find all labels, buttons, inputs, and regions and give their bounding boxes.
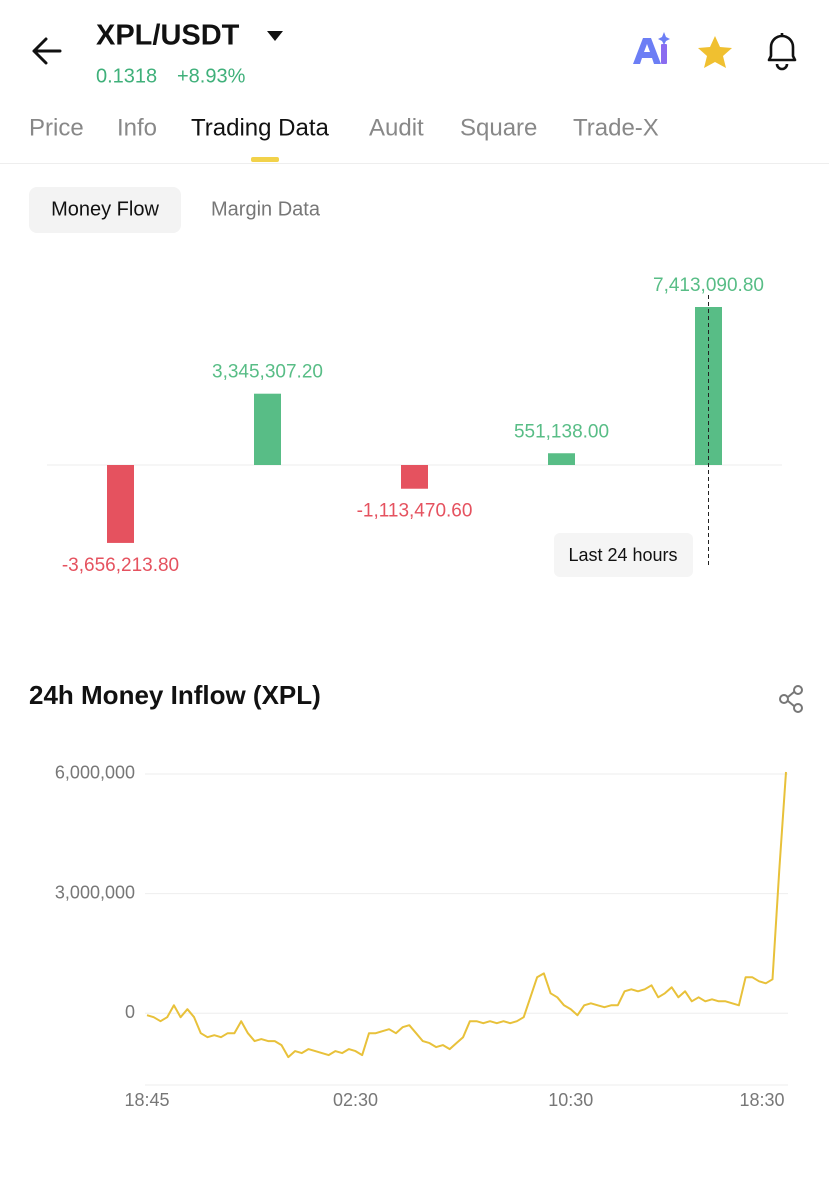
chart-title: 24h Money Inflow (XPL) bbox=[29, 680, 321, 710]
share-node bbox=[779, 694, 789, 704]
tab[interactable]: Audit bbox=[369, 114, 424, 141]
tooltip-box bbox=[554, 533, 693, 577]
ai-icon-a bbox=[633, 38, 661, 64]
bar-value-label: -3,656,213.80 bbox=[62, 555, 179, 576]
x-tick-label: 02:30 bbox=[333, 1090, 378, 1110]
price-change: +8.93% bbox=[177, 65, 246, 87]
tab[interactable]: Trade-X bbox=[573, 114, 659, 141]
subtab-active[interactable]: Money Flow bbox=[51, 198, 159, 220]
ai-icon-i bbox=[661, 44, 667, 64]
bar-value-label: 3,345,307.20 bbox=[212, 362, 323, 383]
tooltip-text: Last 24 hours bbox=[568, 545, 677, 565]
x-tick-label: 10:30 bbox=[548, 1090, 593, 1110]
line-series bbox=[146, 771, 787, 1059]
share-node bbox=[793, 703, 803, 713]
subtab-pill bbox=[29, 187, 181, 233]
tab-active[interactable]: Trading Data bbox=[191, 114, 330, 141]
pair-title[interactable]: XPL/USDT bbox=[96, 20, 240, 52]
subtab[interactable]: Margin Data bbox=[211, 198, 321, 220]
share-button[interactable] bbox=[779, 685, 803, 713]
price: 0.1318 bbox=[96, 65, 157, 87]
x-tick-label: 18:30 bbox=[739, 1090, 784, 1110]
bar bbox=[401, 465, 428, 489]
ai-sparkle bbox=[658, 32, 670, 45]
x-tick-label: 18:45 bbox=[124, 1090, 169, 1110]
bar-value-label: 551,138.00 bbox=[514, 421, 609, 442]
bar bbox=[107, 465, 134, 543]
tab[interactable]: Price bbox=[29, 114, 84, 141]
tab[interactable]: Info bbox=[117, 114, 157, 141]
y-tick-label: 6,000,000 bbox=[55, 763, 135, 783]
bar bbox=[548, 453, 575, 465]
bar-value-label: 7,413,090.80 bbox=[653, 275, 764, 296]
share-node bbox=[793, 685, 803, 695]
alert-bell[interactable] bbox=[767, 33, 797, 71]
back-button[interactable] bbox=[32, 37, 62, 65]
bar-value-label: -1,113,470.60 bbox=[357, 501, 473, 522]
bar bbox=[254, 393, 281, 465]
share-links bbox=[787, 691, 795, 707]
tab[interactable]: Square bbox=[460, 114, 537, 141]
bell-clapper bbox=[775, 63, 789, 71]
y-tick-label: 0 bbox=[125, 1002, 135, 1022]
pair-dropdown[interactable] bbox=[267, 31, 283, 41]
favorite-star[interactable] bbox=[698, 36, 732, 68]
ai-button[interactable] bbox=[633, 32, 670, 64]
y-tick-label: 3,000,000 bbox=[55, 882, 135, 902]
tab-indicator bbox=[251, 157, 279, 162]
bell-body bbox=[767, 34, 797, 62]
